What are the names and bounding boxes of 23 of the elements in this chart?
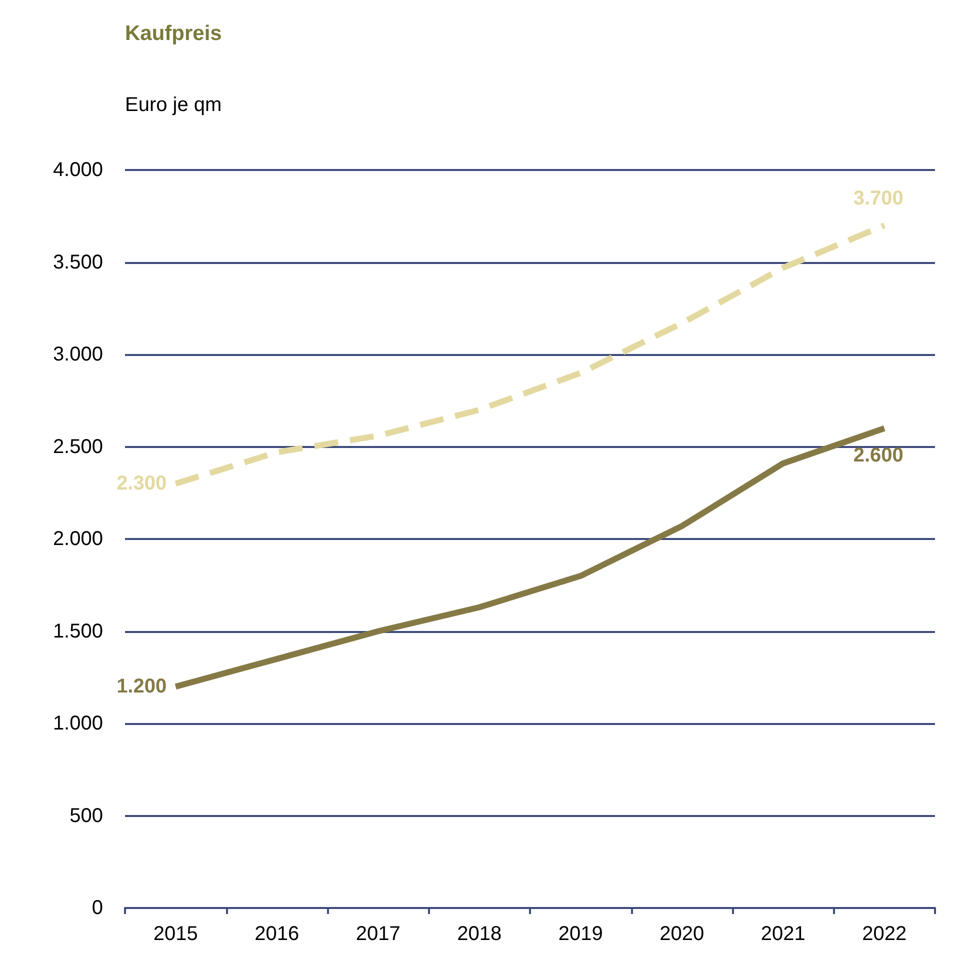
x-tick-label: 2022: [862, 923, 907, 945]
y-tick-label: 4.000: [52, 159, 103, 181]
x-tick-label: 2018: [457, 923, 502, 945]
data-label: 2.300: [116, 472, 167, 495]
x-tick-label: 2017: [356, 923, 400, 945]
x-tick-label: 2021: [760, 923, 806, 945]
data-label: 2.600: [853, 444, 904, 466]
x-tick-label: 2016: [254, 923, 300, 945]
y-tick-label: 0: [92, 897, 103, 919]
x-tick-label: 2019: [558, 923, 603, 945]
x-tick-label: 2015: [153, 923, 198, 945]
data-label: 3.700: [853, 187, 904, 210]
y-tick-label: 3.500: [52, 251, 103, 274]
y-tick-label: 1.500: [52, 620, 103, 642]
y-tick-label: 3.000: [52, 344, 103, 366]
y-tick-label: 500: [70, 804, 103, 827]
y-tick-label: 2.500: [52, 436, 103, 458]
y-axis-title: Euro je qm: [125, 94, 222, 116]
chart-title: Kaufpreis: [125, 22, 222, 45]
data-label: 1.200: [116, 676, 167, 698]
x-tick-label: 2020: [660, 923, 704, 945]
y-tick-label: 2.000: [52, 528, 103, 550]
y-tick-label: 1.000: [52, 712, 103, 734]
